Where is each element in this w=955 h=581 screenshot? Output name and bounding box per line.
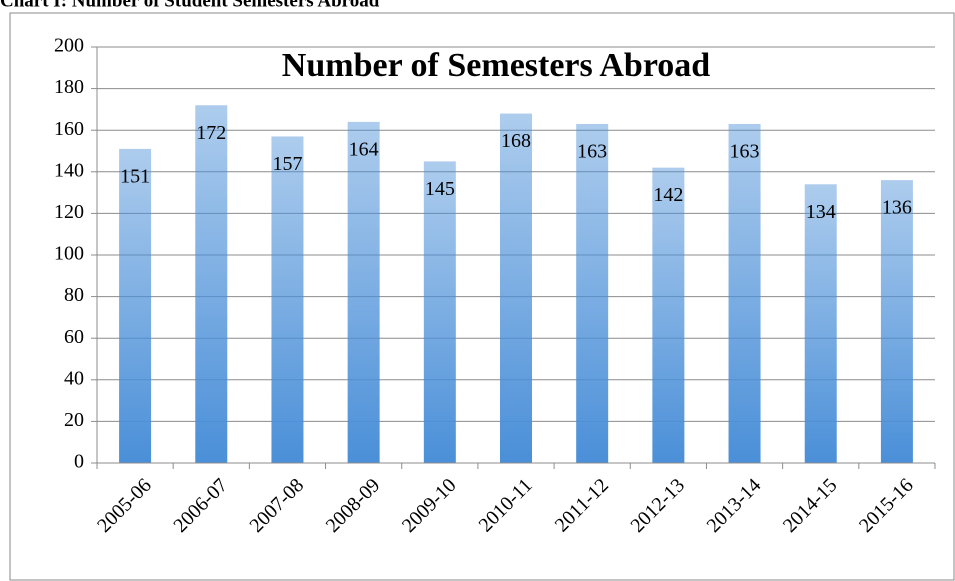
data-label: 136 [882, 197, 912, 219]
data-label: 163 [577, 141, 607, 163]
page-title: Chart I: Number of Student Semesters Abr… [0, 0, 380, 11]
y-tick-label: 140 [54, 159, 84, 181]
data-label: 164 [349, 138, 379, 160]
x-tick-label: 2012-13 [626, 474, 689, 537]
y-tick-label: 60 [64, 326, 84, 348]
y-tick-label: 100 [54, 243, 84, 265]
y-tick-label: 80 [64, 284, 84, 306]
x-tick-label: 2008-09 [322, 474, 385, 537]
bar [652, 167, 685, 463]
x-tick-label: 2013-14 [703, 474, 766, 537]
data-label: 145 [425, 178, 455, 200]
x-tick-label: 2006-07 [169, 474, 232, 537]
x-tick-label: 2010-11 [475, 474, 537, 536]
data-label: 142 [653, 184, 683, 206]
bar [423, 161, 456, 463]
bar [195, 105, 228, 464]
y-tick-label: 20 [64, 409, 84, 431]
y-tick-label: 120 [54, 201, 84, 223]
x-tick-label: 2005-06 [93, 474, 156, 537]
y-tick-label: 200 [54, 35, 84, 57]
x-tick-label: 2011-12 [551, 474, 613, 536]
bar [119, 148, 152, 464]
x-tick-label: 2007-08 [246, 474, 309, 537]
data-label: 172 [196, 122, 226, 144]
y-tick-label: 160 [54, 118, 84, 140]
data-label: 163 [730, 141, 760, 163]
y-tick-label: 180 [54, 76, 84, 98]
bar [728, 123, 761, 464]
y-tick-label: 0 [74, 451, 84, 473]
bar [576, 123, 609, 464]
data-label: 168 [501, 130, 531, 152]
bar [271, 136, 304, 463]
bar [500, 113, 532, 463]
bar [804, 184, 837, 463]
x-tick-label: 2009-10 [398, 474, 461, 537]
x-tick-label: 2015-16 [855, 474, 918, 537]
data-label: 134 [806, 201, 836, 223]
data-label: 151 [120, 166, 150, 188]
y-tick-label: 40 [64, 367, 84, 389]
x-tick-label: 2014-15 [779, 474, 842, 537]
data-label: 157 [272, 153, 302, 175]
bar [880, 180, 913, 463]
chart-border [9, 12, 955, 581]
chart-title: Number of Semesters Abroad [282, 47, 711, 84]
bar [347, 121, 380, 463]
